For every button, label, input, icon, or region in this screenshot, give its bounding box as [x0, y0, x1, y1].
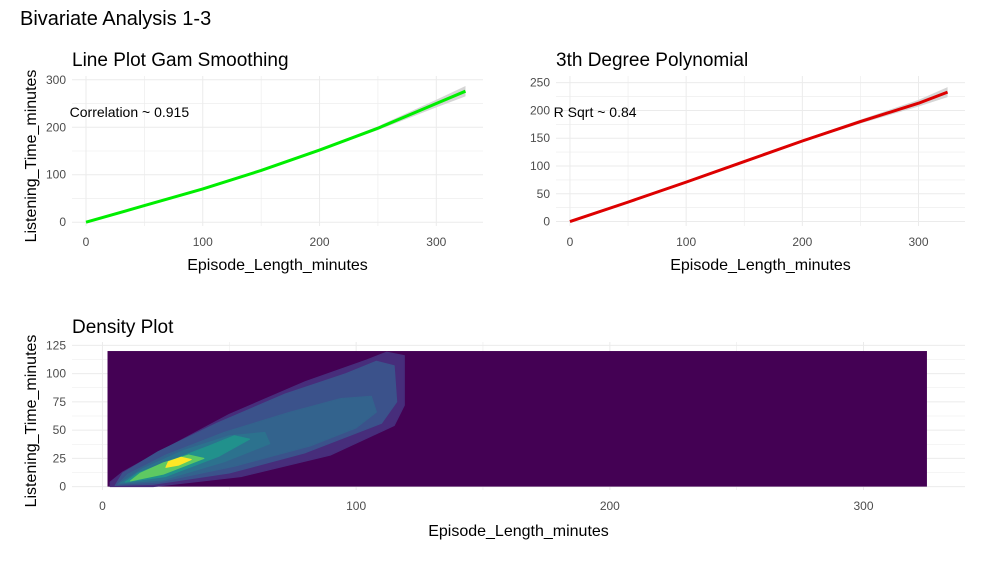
- y-tick-label: 50: [537, 187, 551, 201]
- y-tick-label: 0: [59, 480, 66, 494]
- series-line: [85, 89, 467, 224]
- y-tick-label: 125: [46, 338, 66, 352]
- annotation-text: R Sqrt ~ 0.84: [554, 104, 637, 120]
- y-tick-label: 200: [46, 120, 66, 134]
- density-level: [165, 456, 192, 468]
- x-tick-label: 0: [99, 499, 106, 513]
- x-tick-label: 300: [426, 235, 446, 249]
- x-axis-label: Episode_Length_minutes: [670, 257, 851, 274]
- line-gam-chart: Line Plot Gam Smoothing 0 100 200 300 0 100 200…: [23, 50, 483, 274]
- x-tick-label: 100: [346, 499, 366, 513]
- y-tick-label: 0: [59, 215, 66, 229]
- series-line: [569, 90, 949, 223]
- y-tick-label: 200: [530, 103, 550, 117]
- x-axis-label: Episode_Length_minutes: [428, 523, 609, 540]
- y-tick-label: 300: [46, 73, 66, 87]
- y-tick-label: 25: [53, 451, 67, 465]
- x-tick-label: 100: [193, 235, 213, 249]
- y-tick-label: 75: [53, 395, 67, 409]
- y-axis-label: Listening_Time_minutes: [23, 70, 40, 243]
- density-chart: Density Plot 0 100 200 300 0 25 50 75 100 125 Episo…: [23, 317, 965, 540]
- y-tick-label: 0: [543, 215, 550, 229]
- y-tick-label: 150: [530, 131, 550, 145]
- x-tick-label: 0: [83, 235, 90, 249]
- y-tick-label: 250: [530, 76, 550, 90]
- x-tick-label: 0: [567, 235, 574, 249]
- panel-title: Line Plot Gam Smoothing: [72, 50, 289, 71]
- x-tick-label: 200: [310, 235, 330, 249]
- figure-title: Bivariate Analysis 1-3: [20, 8, 211, 30]
- annotation-text: Correlation ~ 0.915: [70, 104, 190, 120]
- x-axis-label: Episode_Length_minutes: [187, 257, 368, 274]
- y-axis-label: Listening_Time_minutes: [23, 335, 40, 508]
- y-tick-label: 100: [46, 367, 66, 381]
- x-tick-label: 300: [909, 235, 929, 249]
- x-tick-label: 100: [676, 235, 696, 249]
- x-tick-label: 200: [792, 235, 812, 249]
- y-tick-label: 100: [46, 168, 66, 182]
- panel-title: 3th Degree Polynomial: [556, 50, 748, 71]
- polynomial-chart: 3th Degree Polynomial 0 100 200 300 0 50 100 150…: [530, 50, 965, 274]
- x-tick-label: 200: [600, 499, 620, 513]
- y-tick-label: 50: [53, 423, 67, 437]
- panel-title: Density Plot: [72, 317, 174, 338]
- x-tick-label: 300: [854, 499, 874, 513]
- y-tick-label: 100: [530, 159, 550, 173]
